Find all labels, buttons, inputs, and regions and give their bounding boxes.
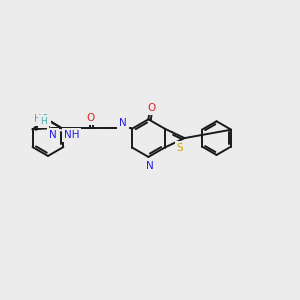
Text: O: O: [147, 103, 155, 113]
Text: NH: NH: [64, 130, 80, 140]
Text: S: S: [177, 143, 183, 153]
Text: N: N: [49, 130, 57, 140]
Text: N: N: [146, 161, 153, 171]
Text: O: O: [86, 113, 94, 123]
Text: HO: HO: [34, 114, 49, 124]
Text: H: H: [40, 117, 47, 126]
Text: N: N: [119, 118, 127, 128]
